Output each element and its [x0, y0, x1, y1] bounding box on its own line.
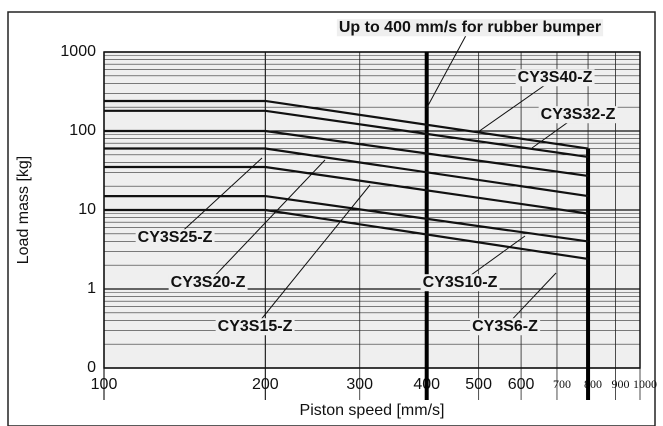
label-bg [420, 274, 500, 292]
annotation: Up to 400 mm/s for rubber bumper [339, 19, 601, 36]
label-bg [336, 19, 604, 37]
y-tick-label: 1 [87, 280, 96, 297]
x-axis-title: Piston speed [mm/s] [300, 402, 445, 419]
label-bg [470, 318, 541, 336]
x-tick-label: 900 [611, 377, 629, 391]
series-line [104, 208, 589, 261]
y-axis-title: Load mass [kg] [15, 156, 32, 265]
x-tick-label: 700 [553, 377, 571, 391]
leader-line [504, 272, 557, 328]
leader-line [477, 77, 556, 133]
x-tick-label: 1000 [633, 377, 657, 391]
series-line [104, 165, 589, 215]
annotation: CY3S6-Z [472, 318, 538, 335]
y-tick-label: 10 [78, 201, 96, 218]
y-tick-label: 1000 [60, 43, 96, 60]
series-line [104, 129, 589, 178]
leader-line [254, 184, 371, 328]
leader-line [174, 157, 263, 239]
annotation: CY3S40-Z [518, 69, 593, 86]
label-bg [538, 106, 618, 124]
series-line [104, 109, 589, 158]
annotation: CY3S32-Z [541, 106, 616, 123]
annotation: CY3S20-Z [171, 274, 246, 291]
x-tick-label: 200 [252, 376, 279, 393]
annotation: CY3S25-Z [138, 229, 213, 246]
label-bg [215, 318, 295, 336]
label-bg [168, 274, 248, 292]
leader-line [426, 27, 471, 109]
series-line [104, 99, 589, 150]
annotation: CY3S10-Z [423, 274, 498, 291]
annotation: CY3S15-Z [218, 318, 293, 335]
x-tick-label: 100 [91, 376, 118, 393]
label-bg [135, 229, 215, 247]
leader-line [207, 159, 326, 284]
y-tick-label: 100 [69, 122, 96, 139]
label-bg [515, 69, 595, 87]
x-tick-label: 600 [508, 376, 535, 393]
x-tick-label: 500 [465, 376, 492, 393]
series-line [104, 147, 589, 198]
series-line [104, 194, 589, 243]
x-tick-label: 300 [346, 376, 373, 393]
y-tick-label: 0 [87, 359, 96, 376]
